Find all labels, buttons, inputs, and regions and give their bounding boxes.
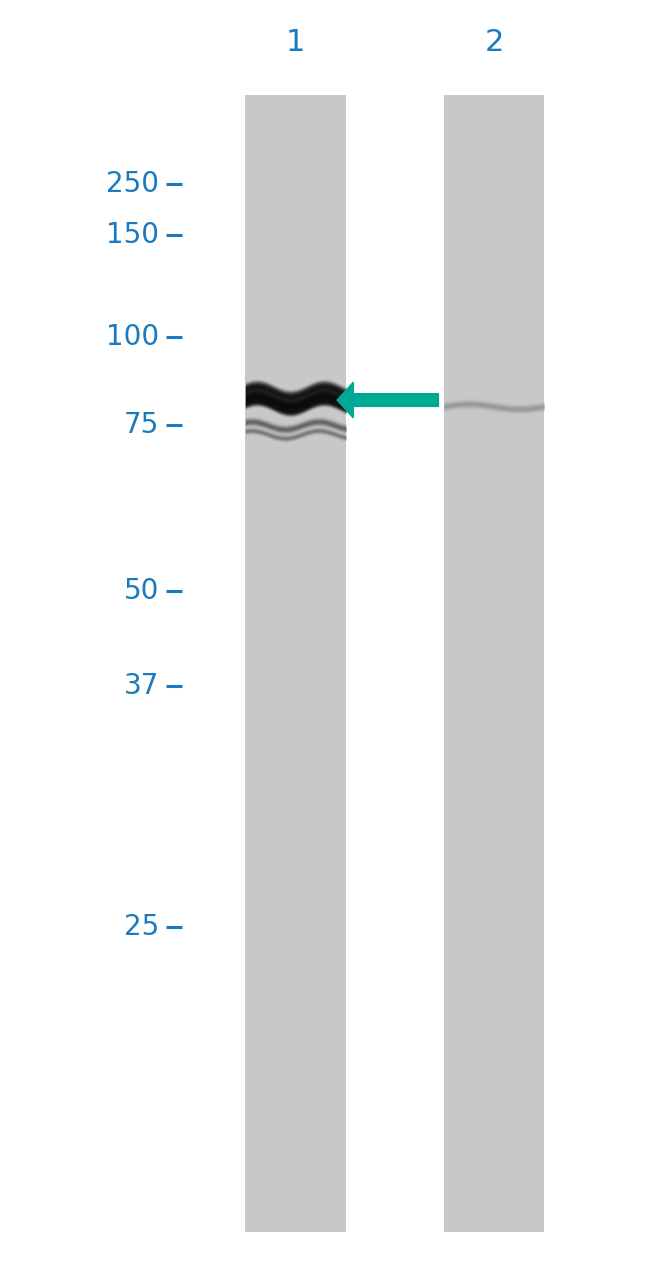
Text: 37: 37	[124, 672, 159, 700]
Text: 250: 250	[106, 170, 159, 198]
Text: 150: 150	[106, 221, 159, 249]
Text: 50: 50	[124, 577, 159, 605]
Bar	[443, 95, 545, 1232]
Text: 25: 25	[124, 913, 159, 941]
Bar	[246, 95, 346, 1232]
Text: 1: 1	[286, 28, 306, 57]
Text: 100: 100	[106, 323, 159, 351]
Text: 2: 2	[484, 28, 504, 57]
FancyArrow shape	[337, 382, 438, 418]
Text: 75: 75	[124, 411, 159, 439]
